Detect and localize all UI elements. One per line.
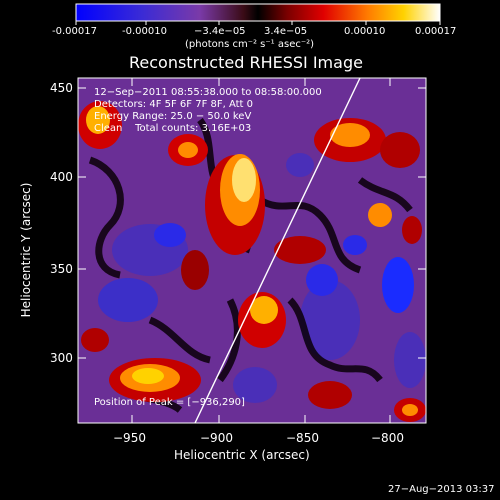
colorbar — [76, 4, 440, 21]
figure-title: Reconstructed RHESSI Image — [129, 53, 363, 72]
x-tick-label: −900 — [200, 431, 233, 445]
detectors-annotation: Detectors: 4F 5F 6F 7F 8F, Att 0 — [94, 99, 254, 110]
x-axis-ticks — [131, 78, 391, 423]
generation-date: 27−Aug−2013 03:37 — [388, 484, 495, 495]
x-axis-title: Heliocentric X (arcsec) — [174, 448, 310, 462]
y-tick-label: 300 — [50, 351, 73, 365]
colorbar-tick-label: -0.00010 — [122, 26, 167, 37]
y-tick-label: 350 — [50, 262, 73, 276]
reconstructed-image — [78, 78, 426, 423]
colorbar-tick-label: 0.00017 — [415, 26, 457, 37]
x-tick-label: −800 — [371, 431, 404, 445]
energy-range-annotation: Energy Range: 25.0 − 50.0 keV — [94, 111, 252, 122]
y-axis-ticks — [78, 87, 426, 359]
x-tick-label: −850 — [286, 431, 319, 445]
colorbar-tick-label: -0.00017 — [52, 26, 97, 37]
colorbar-tick-label: 3.4e−05 — [264, 26, 308, 37]
peak-position-annotation: Position of Peak = [−936,290] — [94, 397, 245, 408]
time-range-annotation: 12−Sep−2011 08:55:38.000 to 08:58:00.000 — [94, 87, 322, 98]
colorbar-frame — [75, 3, 441, 22]
solar-limb-line — [194, 78, 361, 423]
counts-annotation: Clean Total counts: 3.16E+03 — [94, 123, 252, 134]
x-tick-label: −950 — [113, 431, 146, 445]
plot-frame — [77, 77, 427, 424]
colorbar-tick-label: 0.00010 — [344, 26, 386, 37]
positive-regions — [78, 101, 426, 422]
y-tick-label: 450 — [50, 81, 73, 95]
colorbar-tick-label: −3.4e−05 — [194, 26, 246, 37]
colorbar-unit-label: (photons cm⁻² s⁻¹ asec⁻²) — [185, 39, 315, 50]
colorbar-ticks — [75, 21, 441, 25]
y-tick-label: 400 — [50, 170, 73, 184]
negative-regions — [98, 153, 426, 403]
y-axis-title: Heliocentric Y (arcsec) — [19, 182, 33, 318]
